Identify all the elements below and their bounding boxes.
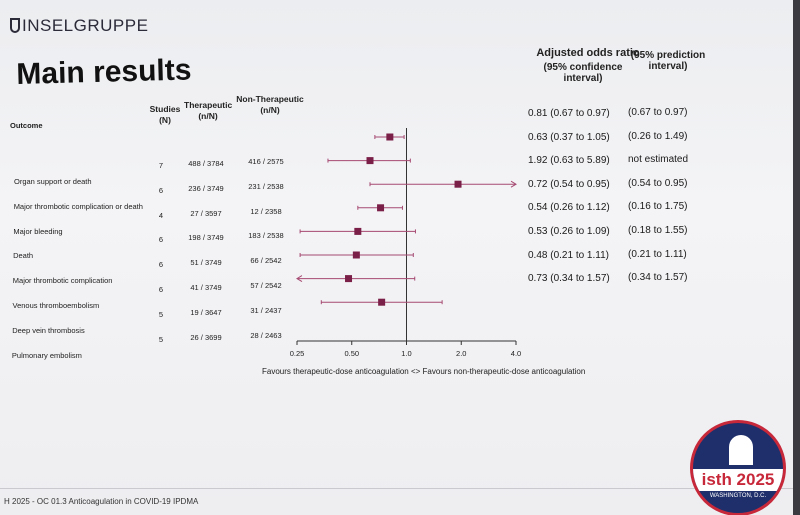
studies-count: 4 [158,210,164,220]
studies-count: 6 [158,185,164,195]
therapeutic-count: 27 / 3597 [190,208,222,218]
prediction-interval: (0.67 to 0.97) [628,107,688,118]
header-adjusted-or: Adjusted odds ratio [536,47,640,59]
x-tick-label: 2.0 [456,349,466,358]
outcome-label: Organ support or death [14,177,92,186]
non-therapeutic-count: 12 / 2358 [250,206,282,216]
therapeutic-count: 26 / 3699 [190,332,222,342]
point-estimate [345,275,353,283]
point-estimate [366,157,374,165]
footer: H 2025 - OC 01.3 Anticoagulation in COVI… [0,488,800,515]
outcome-label: Major thrombotic complication or death [13,201,143,211]
isth-2025-seal: isth 2025 WASHINGTON, D.C. [690,420,786,515]
point-estimate [352,251,360,259]
seal-brand: isth 2025 [701,470,775,489]
point-estimate [377,204,385,212]
prediction-interval: (0.54 to 0.95) [628,177,688,189]
header-studies: Studies (N) [149,104,181,125]
odds-ratio-ci: 0.53 (0.26 to 1.09) [528,226,610,237]
point-estimate [386,133,394,141]
point-estimate [454,180,462,188]
therapeutic-count: 19 / 3647 [190,307,222,317]
non-therapeutic-count: 28 / 2463 [250,330,282,340]
x-tick-label: 4.0 [511,349,521,358]
studies-count: 6 [158,285,164,294]
footer-text: H 2025 - OC 01.3 Anticoagulation in COVI… [4,497,199,506]
odds-ratio-ci: 0.72 (0.54 to 0.95) [528,178,610,190]
capitol-dome-icon [729,435,753,465]
therapeutic-count: 51 / 3749 [190,258,222,268]
non-therapeutic-count: 416 / 2575 [248,157,284,166]
header-outcome: Outcome [10,121,43,130]
studies-count: 6 [158,235,164,245]
x-tick-label: 1.0 [401,349,411,358]
prediction-interval: not estimated [628,154,689,166]
studies-count: 5 [158,334,164,344]
studies-count: 7 [158,161,164,170]
outcome-label: Venous thromboembolism [12,301,100,310]
odds-ratio-ci: 1.92 (0.63 to 5.89) [528,155,610,167]
outcome-label: Pulmonary embolism [11,350,82,360]
odds-ratio-ci: 0.63 (0.37 to 1.05) [528,131,610,143]
therapeutic-count: 41 / 3749 [190,283,222,292]
point-estimate [354,227,362,235]
non-therapeutic-count: 66 / 2542 [250,256,282,266]
prediction-interval: (0.18 to 1.55) [628,225,688,236]
therapeutic-count: 488 / 3784 [188,159,224,168]
header-ci: (95% confidence interval) [543,62,623,84]
x-axis-label: Favours therapeutic-dose anticoagulation… [262,367,586,376]
odds-ratio-ci: 0.73 (0.34 to 1.57) [528,273,610,285]
header-non-therapeutic: Non-Therapeutic (n/N) [236,94,304,115]
prediction-interval: (0.34 to 1.57) [628,272,688,284]
studies-count: 6 [158,260,164,270]
seal-location: WASHINGTON, D.C. [709,493,767,499]
ci-arrow-right [510,180,517,188]
logo-mark-icon [10,18,20,33]
therapeutic-count: 198 / 3749 [188,233,224,243]
outcome-label: Death [13,251,34,261]
odds-ratio-ci: 0.54 (0.26 to 1.12) [528,202,610,214]
prediction-interval: (0.21 to 1.11) [628,248,687,260]
odds-ratio-ci: 0.81 (0.67 to 0.97) [528,108,610,119]
point-estimate [378,298,386,306]
outcome-label: Deep vein thrombosis [12,325,85,335]
outcome-label: Major thrombotic complication [12,276,113,286]
x-tick-label: 0.25 [290,349,305,358]
non-therapeutic-count: 231 / 2538 [248,181,284,191]
studies-count: 5 [158,309,164,319]
inselgruppe-logo: INSELGRUPPE [10,16,148,36]
therapeutic-count: 236 / 3749 [188,183,224,193]
outcome-label: Major bleeding [13,226,63,236]
logo-text: INSELGRUPPE [22,16,149,35]
prediction-interval: (0.26 to 1.49) [628,130,688,142]
non-therapeutic-count: 183 / 2538 [248,231,284,241]
non-therapeutic-count: 57 / 2542 [250,281,282,290]
header-therapeutic: Therapeutic (n/N) [184,100,233,121]
ci-arrow-left [296,275,303,283]
odds-ratio-ci: 0.48 (0.21 to 1.11) [528,249,609,261]
x-tick-label: 0.50 [344,349,359,358]
header-pi: (95% prediction interval) [630,50,706,72]
non-therapeutic-count: 31 / 2437 [250,305,282,315]
prediction-interval: (0.16 to 1.75) [628,201,688,213]
